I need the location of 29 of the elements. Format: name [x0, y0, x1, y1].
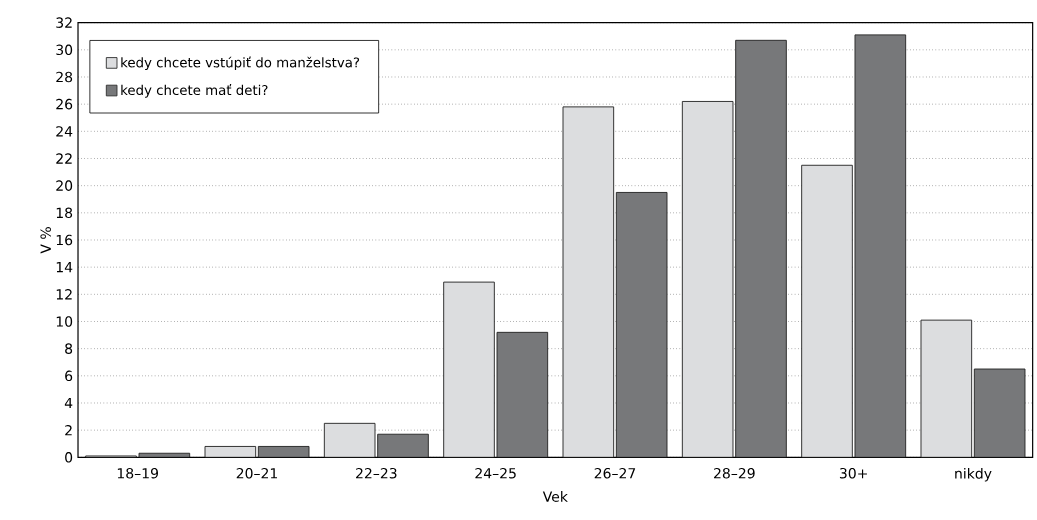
x-tick-label: 18–19: [117, 467, 158, 479]
y-axis-title: V %: [40, 227, 51, 254]
y-tick-label: 16: [56, 234, 73, 246]
legend-label: kedy chcete mať deti?: [121, 84, 268, 98]
y-tick-label: 32: [56, 17, 72, 28]
x-tick-label: 30+: [839, 467, 867, 479]
y-tick-label: 12: [56, 289, 72, 300]
y-tick-label: 6: [65, 370, 73, 382]
y-tick-label: 30: [56, 44, 73, 56]
y-tick-label: 24: [56, 126, 73, 137]
x-tick-label: 26–27: [594, 467, 636, 479]
x-tick-label: 20–21: [236, 467, 278, 479]
y-tick-label: 0: [65, 452, 73, 463]
y-tick-label: 26: [56, 98, 73, 110]
y-tick-label: 20: [56, 180, 73, 191]
y-tick-label: 8: [65, 343, 73, 354]
y-tick-label: 22: [56, 153, 72, 164]
y-tick-label: 2: [65, 424, 72, 436]
y-tick-label: 18: [56, 207, 73, 219]
x-tick-label: 28–29: [714, 467, 755, 479]
y-tick-label: 28: [56, 71, 73, 83]
x-axis-title: Vek: [542, 491, 568, 502]
y-tick-label: 10: [56, 316, 73, 327]
x-tick-label: 22–23: [356, 467, 397, 479]
y-tick-label: 14: [56, 262, 73, 273]
x-tick-label: 24–25: [475, 467, 516, 479]
x-tick-label: nikdy: [955, 467, 992, 482]
legend-label: kedy chcete vstúpiť do manželstva?: [121, 56, 360, 71]
y-tick-label: 4: [64, 397, 73, 409]
